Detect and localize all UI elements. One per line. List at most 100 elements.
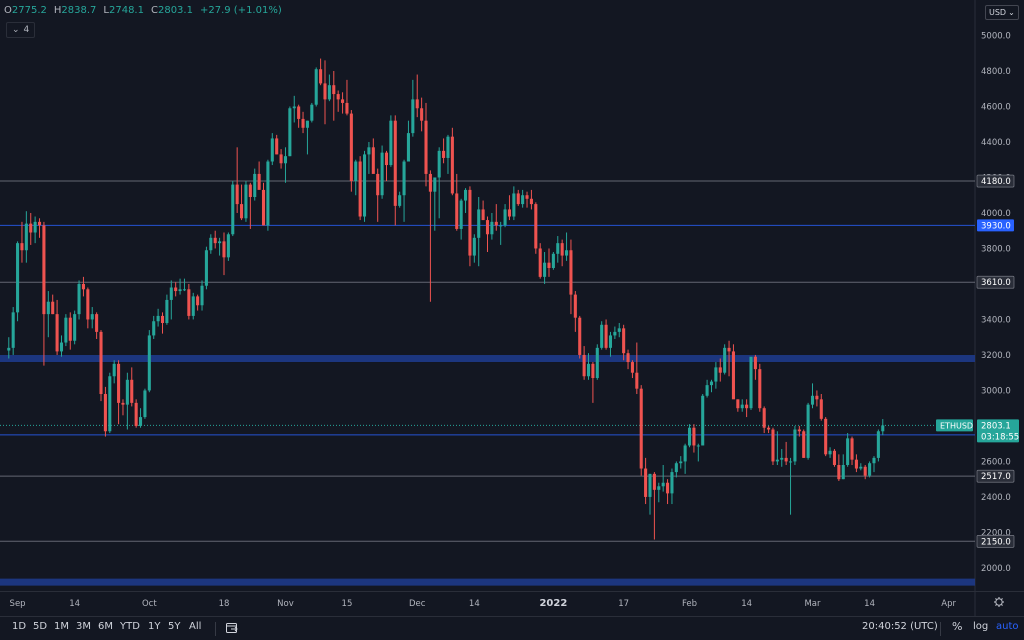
candle-body xyxy=(485,220,490,235)
clock[interactable]: 20:40:52 (UTC) xyxy=(862,621,938,632)
candle-body xyxy=(863,466,867,476)
candle-body xyxy=(819,399,823,419)
level-price-label: 3930.0 xyxy=(981,221,1011,231)
candle-body xyxy=(503,209,507,226)
candle-body xyxy=(789,461,793,463)
candle-body xyxy=(714,367,718,382)
candle-body xyxy=(556,243,560,254)
candle-body xyxy=(433,177,437,192)
candle-body xyxy=(661,482,665,487)
indicator-toggle[interactable]: ⌄ 4 xyxy=(6,22,36,38)
candle-body xyxy=(846,438,850,465)
level-price-tag xyxy=(976,174,1015,188)
gear-tooth xyxy=(995,603,998,606)
candle-body xyxy=(608,335,613,348)
range-button-5d[interactable]: 5D xyxy=(33,621,48,632)
candle-body xyxy=(459,200,463,229)
candle-body xyxy=(182,289,186,291)
candle-body xyxy=(832,450,836,465)
candle-body xyxy=(130,379,134,403)
candle-body xyxy=(718,367,722,373)
range-button-1y[interactable]: 1Y xyxy=(148,621,161,632)
candle-body xyxy=(516,193,520,205)
candle-body xyxy=(701,395,705,446)
level-price-tag xyxy=(976,275,1015,289)
x-tick-label: Sep xyxy=(10,599,26,609)
candle-body xyxy=(139,417,143,426)
candle-body xyxy=(428,173,432,192)
y-tick-label: 2600.0 xyxy=(981,457,1011,467)
candle-body xyxy=(810,395,815,405)
candle-body xyxy=(231,184,235,235)
candle-body xyxy=(336,94,340,100)
candlestick-chart[interactable]: 2000.02200.02400.02600.02800.03000.03200… xyxy=(0,0,1024,616)
candle-body xyxy=(86,289,90,320)
candle-body xyxy=(767,427,771,430)
candle-body xyxy=(753,356,757,370)
y-tick-label: 5000.0 xyxy=(981,31,1011,41)
candle-body xyxy=(73,314,77,341)
level-band xyxy=(0,578,975,586)
calendar-goto-icon[interactable] xyxy=(225,621,239,635)
candle-body xyxy=(600,324,604,348)
candle-body xyxy=(727,347,731,352)
candle-body xyxy=(876,431,880,458)
level-band xyxy=(0,355,975,363)
candle-body xyxy=(270,138,274,162)
range-button-1d[interactable]: 1D xyxy=(12,621,27,632)
candle-body xyxy=(11,312,15,348)
candle-body xyxy=(731,351,735,400)
candle-body xyxy=(499,225,503,227)
high-value: 2838.7 xyxy=(61,5,97,16)
candle-body xyxy=(235,184,239,205)
toolbar-divider xyxy=(215,622,216,636)
y-tick-label: 3200.0 xyxy=(981,351,1011,361)
candle-body xyxy=(450,136,454,194)
range-button-5y[interactable]: 5Y xyxy=(168,621,181,632)
candle-body xyxy=(297,106,301,119)
candle-body xyxy=(411,99,415,134)
candle-body xyxy=(644,468,648,497)
auto-scale-button[interactable]: auto xyxy=(996,621,1019,632)
chart-background xyxy=(0,0,1024,616)
candle-body xyxy=(604,324,608,348)
candle-body xyxy=(468,189,472,256)
candle-body xyxy=(204,250,208,286)
range-button-all[interactable]: All xyxy=(189,621,202,632)
candle-body xyxy=(639,388,643,469)
candle-body xyxy=(55,314,59,352)
candle-body xyxy=(266,161,270,226)
candle-body xyxy=(279,154,283,164)
currency-label: USD xyxy=(989,8,1007,17)
candle-body xyxy=(178,289,182,292)
y-tick-label: 4400.0 xyxy=(981,138,1011,148)
candle-body xyxy=(635,372,639,389)
candle-body xyxy=(95,314,99,332)
range-button-6m[interactable]: 6M xyxy=(98,621,113,632)
range-button-ytd[interactable]: YTD xyxy=(120,621,140,632)
candle-body xyxy=(354,161,358,182)
gear-icon[interactable] xyxy=(994,597,1004,607)
range-button-3m[interactable]: 3M xyxy=(76,621,91,632)
candle-body xyxy=(797,429,801,432)
candle-body xyxy=(77,283,81,315)
candle-body xyxy=(112,363,116,377)
candle-body xyxy=(332,85,336,95)
candle-body xyxy=(709,381,714,386)
candle-body xyxy=(652,473,656,490)
candle-body xyxy=(455,193,459,229)
candle-body xyxy=(464,189,468,201)
range-button-1m[interactable]: 1M xyxy=(54,621,69,632)
currency-select[interactable]: USD ⌄ xyxy=(985,5,1019,20)
candle-body xyxy=(736,399,740,409)
candle-body xyxy=(345,102,349,114)
candle-body xyxy=(793,429,797,462)
candle-body xyxy=(24,223,28,251)
candle-body xyxy=(802,431,806,458)
candle-body xyxy=(543,262,547,277)
change-value: +27.9 (+1.01%) xyxy=(199,5,282,16)
level-price-tag xyxy=(977,219,1014,232)
log-scale-button[interactable]: log xyxy=(973,621,989,632)
percent-scale-button[interactable]: % xyxy=(952,620,963,633)
